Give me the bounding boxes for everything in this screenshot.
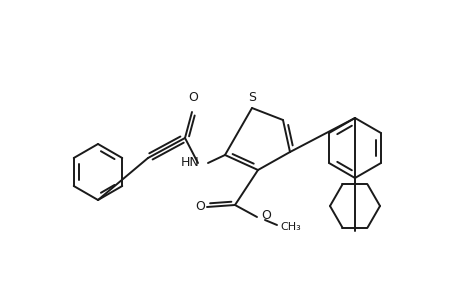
Text: O: O bbox=[260, 209, 270, 223]
Text: O: O bbox=[195, 200, 205, 214]
Text: CH₃: CH₃ bbox=[280, 222, 300, 232]
Text: HN: HN bbox=[181, 157, 200, 169]
Text: O: O bbox=[188, 91, 197, 104]
Text: S: S bbox=[247, 91, 256, 104]
